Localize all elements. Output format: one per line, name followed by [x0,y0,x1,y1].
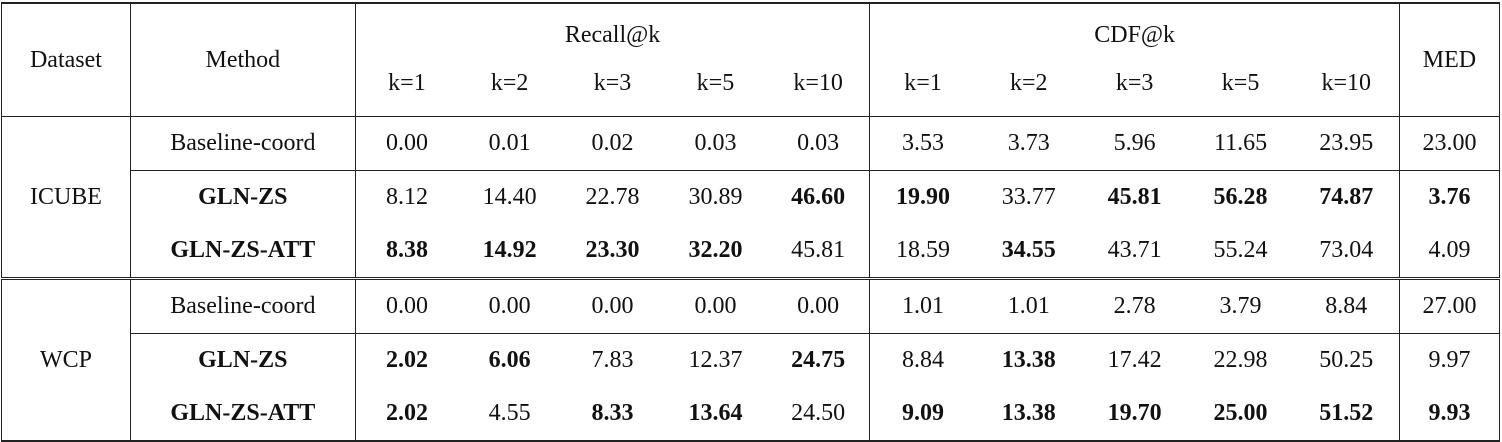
recall-value: 24.75 [766,333,870,387]
cdf-value: 43.71 [1107,237,1162,263]
header-cdf-k1: k=1 [869,66,976,117]
recall-value: 0.02 [561,116,664,171]
recall-value: 2.02 [354,333,459,387]
header-recall-k4: k=5 [696,70,735,96]
table-row: GLN-ZS 8.12 14.40 22.78 30.89 46.60 19.90 33.77… [2,170,1501,224]
cdf-value: 55.24 [1213,237,1268,263]
header-dataset: Dataset [1,2,131,117]
cdf-value: 51.52 [1293,387,1400,442]
cdf-value: 3.73 [975,116,1082,171]
cdf-value: 17.42 [1081,333,1188,387]
cdf-value: 11.65 [1187,116,1294,171]
recall-value: 2.02 [354,387,459,442]
cdf-value: 1.01 [975,277,1082,334]
cdf-value: 33.77 [975,170,1082,224]
med-value: 9.97 [1398,333,1501,387]
cdf-value: 74.87 [1293,170,1400,224]
recall-value: 14.92 [482,237,537,263]
cdf-value: 56.28 [1187,170,1294,224]
table-row: WCP Baseline-coord 0.00 0.00 0.00 0.00 0.00 1.0… [1,277,1501,442]
cdf-value: 73.04 [1319,237,1374,263]
table-row: GLN-ZS-ATT 2.02 4.55 8.33 13.64 24.50 9.09 13.3… [2,387,1501,442]
recall-value: 0.00 [354,277,459,334]
recall-value: 14.40 [458,170,562,224]
recall-value: 7.83 [561,333,664,387]
recall-value: 23.30 [585,237,640,263]
header-recall-k1: k=1 [354,66,459,117]
med-value: 9.93 [1398,387,1501,442]
recall-value: 6.06 [458,333,562,387]
header-med: MED [1398,2,1501,117]
cdf-value: 13.38 [975,387,1082,442]
header-recall-group: Recall@k [354,2,870,66]
cdf-value: 2.78 [1081,277,1188,334]
recall-value: 24.50 [766,387,870,442]
header-cdf-k3: k=3 [1115,70,1154,96]
header-method: Method [129,2,356,117]
cdf-value: 45.81 [1081,170,1188,224]
cdf-value: 3.53 [869,116,976,171]
method-cell: GLN-ZS-ATT [129,224,356,279]
cdf-value: 8.84 [869,333,976,387]
table-row: GLN-ZS-ATT 8.38 14.92 23.30 32.20 45.81 18.59 3… [2,224,1501,279]
recall-value: 0.03 [663,116,767,171]
med-value: 27.00 [1398,277,1501,334]
cdf-value: 9.09 [869,387,976,442]
cdf-value: 3.79 [1187,277,1294,334]
recall-value: 45.81 [791,237,846,263]
recall-value: 4.55 [458,387,562,442]
cdf-value: 23.95 [1293,116,1400,171]
recall-value: 13.64 [663,387,767,442]
recall-value: 0.00 [458,277,562,334]
header-recall-k3: k=3 [593,70,632,96]
dataset-cell: WCP [1,277,131,442]
method-cell: Baseline-coord [129,277,356,334]
cdf-value: 22.98 [1187,333,1294,387]
header-cdf-k5: k=10 [1321,70,1371,96]
dataset-cell: ICUBE [1,116,131,279]
recall-value: 0.03 [766,116,870,171]
med-value: 23.00 [1398,116,1501,171]
method-cell: GLN-ZS [129,333,356,387]
recall-value: 0.00 [354,116,459,171]
method-cell: Baseline-coord [129,116,356,171]
cdf-value: 19.90 [869,170,976,224]
cdf-value: 50.25 [1293,333,1400,387]
recall-value: 22.78 [561,170,664,224]
recall-value: 8.33 [561,387,664,442]
recall-value: 12.37 [663,333,767,387]
recall-value: 32.20 [688,237,743,263]
recall-value: 46.60 [766,170,870,224]
table-row: ICUBE Baseline-coord 0.00 0.01 0.02 0.03 0.03 3… [1,116,1501,279]
cdf-value: 13.38 [975,333,1082,387]
header-cdf-group: CDF@k [869,2,1400,66]
recall-value: 0.00 [561,277,664,334]
table-row: GLN-ZS 2.02 6.06 7.83 12.37 24.75 8.84 13.38 17.… [2,333,1501,387]
cdf-value: 34.55 [1001,237,1056,263]
med-value: 4.09 [1398,224,1501,279]
cdf-value: 25.00 [1187,387,1294,442]
med-value: 3.76 [1398,170,1501,224]
header-recall-k2: k=2 [490,70,529,96]
cdf-value: 5.96 [1081,116,1188,171]
cdf-value: 18.59 [869,224,976,279]
method-cell: GLN-ZS-ATT [129,387,356,442]
recall-value: 30.89 [663,170,767,224]
recall-value: 0.00 [663,277,767,334]
header-cdf-k2: k=2 [1009,70,1048,96]
header-cdf-k4: k=5 [1221,70,1260,96]
cdf-value: 1.01 [869,277,976,334]
header-recall-k5: k=10 [793,70,843,96]
recall-value: 8.12 [354,170,459,224]
recall-value: 0.01 [458,116,562,171]
recall-value: 8.38 [354,224,459,279]
cdf-value: 8.84 [1293,277,1400,334]
recall-value: 0.00 [766,277,870,334]
cdf-value: 19.70 [1081,387,1188,442]
method-cell: GLN-ZS [129,170,356,224]
